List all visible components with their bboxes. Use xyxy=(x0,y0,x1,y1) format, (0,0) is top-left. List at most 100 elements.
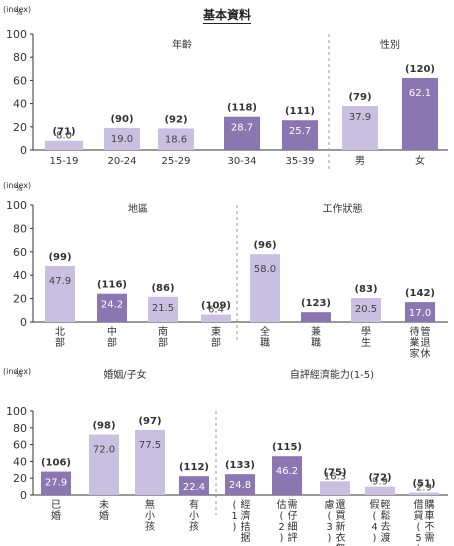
data-label: 20.5 xyxy=(355,304,377,315)
group-title: 工作狀態 xyxy=(323,202,363,215)
tick-label: 20-24 xyxy=(107,156,136,167)
bar xyxy=(45,265,75,322)
bar xyxy=(97,293,127,322)
tick-label-char: ) xyxy=(280,533,284,544)
index-label: (75) xyxy=(323,467,346,478)
tick-label-char: 生 xyxy=(361,336,371,349)
y-tick-label: 100 xyxy=(6,28,27,41)
y-tick-label: 60 xyxy=(13,74,27,87)
tick-label-char: 需 xyxy=(288,499,298,511)
y-tick-label: 80 xyxy=(13,422,27,435)
index-label: (115) xyxy=(272,442,302,453)
tick-label-char: 小 xyxy=(189,510,199,522)
data-label: 6.4 xyxy=(208,305,224,316)
tick-label-char: ) xyxy=(233,522,237,533)
data-label: 21.5 xyxy=(152,303,174,314)
data-label: 46.2 xyxy=(276,466,298,477)
tick-label-char: 有 xyxy=(189,498,199,511)
tick-label-char: 仔 xyxy=(288,510,298,522)
tick-label-char: 5 xyxy=(415,533,421,544)
tick-label-char: 不 xyxy=(425,522,435,533)
bar xyxy=(41,471,71,495)
y-tick-label: 60 xyxy=(13,439,27,452)
index-label: (112) xyxy=(179,462,209,473)
tick-label-char: ( xyxy=(233,500,237,511)
group-title: 性別 xyxy=(380,38,400,51)
tick-label-char: 無 xyxy=(145,498,155,511)
bar xyxy=(224,116,260,150)
bar xyxy=(148,296,178,322)
y-unit-label: (index) xyxy=(3,5,31,14)
tick-label-char: 未 xyxy=(99,499,109,511)
tick-label-char: 2 xyxy=(278,522,284,533)
tick-label-char: 孩 xyxy=(189,520,199,533)
y-tick-label: 20 xyxy=(13,472,27,485)
index-label: (83) xyxy=(354,284,377,295)
data-label: 37.9 xyxy=(349,112,371,123)
y-unit-label: (index) xyxy=(3,181,31,190)
y-tick-label: 0 xyxy=(20,489,27,502)
tick-label-char: 買 xyxy=(336,510,346,522)
tick-label-char: 已 xyxy=(51,500,61,511)
tick-label-char: 管 xyxy=(421,325,431,338)
bar xyxy=(405,302,435,322)
y-unit-label: (index) xyxy=(3,367,31,376)
tick-label-char: 孩 xyxy=(145,520,155,533)
page-title: 基本資料 xyxy=(202,8,251,24)
bar xyxy=(225,474,255,495)
y-tick-label: 100 xyxy=(6,405,27,418)
data-label: 24.8 xyxy=(229,480,251,491)
tick-label-char: 鬆 xyxy=(381,509,391,522)
data-label: 62.1 xyxy=(409,88,431,99)
index-label: (142) xyxy=(405,288,435,299)
tick-label-char: ( xyxy=(417,522,421,533)
tick-label: 女 xyxy=(415,154,425,167)
tick-label-char: 慮 xyxy=(325,498,335,511)
index-label: (71) xyxy=(52,127,75,138)
tick-label-char: 部 xyxy=(107,336,117,349)
index-label: (79) xyxy=(348,92,371,103)
tick-label-char: 南 xyxy=(158,325,168,338)
index-label: (98) xyxy=(92,421,115,432)
tick-label: 15-19 xyxy=(49,156,78,167)
bar xyxy=(402,77,438,150)
tick-label-char: 退 xyxy=(421,337,431,349)
y-tick-label: 20 xyxy=(13,293,27,306)
tick-label-char: 業 xyxy=(410,336,420,349)
bar xyxy=(301,312,331,322)
index-label: (106) xyxy=(41,458,71,469)
tick-label-char: 貸 xyxy=(414,509,424,522)
bar xyxy=(409,492,439,495)
index-label: (118) xyxy=(227,103,257,114)
tick-label-char: 還 xyxy=(336,499,346,511)
index-label: (133) xyxy=(225,460,255,471)
bar xyxy=(104,127,140,150)
tick-label: 35-39 xyxy=(285,156,314,167)
data-label: 28.7 xyxy=(231,123,253,134)
tick-label-char: 3 xyxy=(326,522,332,533)
tick-label-char: 新 xyxy=(336,520,346,533)
bar xyxy=(201,314,231,322)
data-label: 9.9 xyxy=(372,477,388,488)
bar xyxy=(89,434,119,495)
index-label: (123) xyxy=(301,298,331,309)
tick-label-char: 車 xyxy=(425,509,435,522)
y-tick-label: 100 xyxy=(6,199,27,212)
data-label: 2.9 xyxy=(416,483,432,494)
y-percent-label: % xyxy=(15,8,23,17)
bar xyxy=(351,298,381,322)
index-label: (99) xyxy=(48,252,71,263)
tick-label: 25-29 xyxy=(161,156,190,167)
bar xyxy=(365,486,395,495)
y-tick-label: 40 xyxy=(13,455,27,468)
tick-label-char: 北 xyxy=(55,326,65,338)
tick-label-char: 無 xyxy=(336,542,346,546)
data-label: 47.9 xyxy=(49,276,71,287)
y-tick-label: 40 xyxy=(13,98,27,111)
tick-label-char: 去 xyxy=(381,521,391,533)
tick-label-char: 職 xyxy=(260,337,270,349)
y-tick-label: 0 xyxy=(20,144,27,157)
bar xyxy=(135,429,165,495)
y-tick-label: 40 xyxy=(13,269,27,282)
data-label: 25.7 xyxy=(289,126,311,137)
